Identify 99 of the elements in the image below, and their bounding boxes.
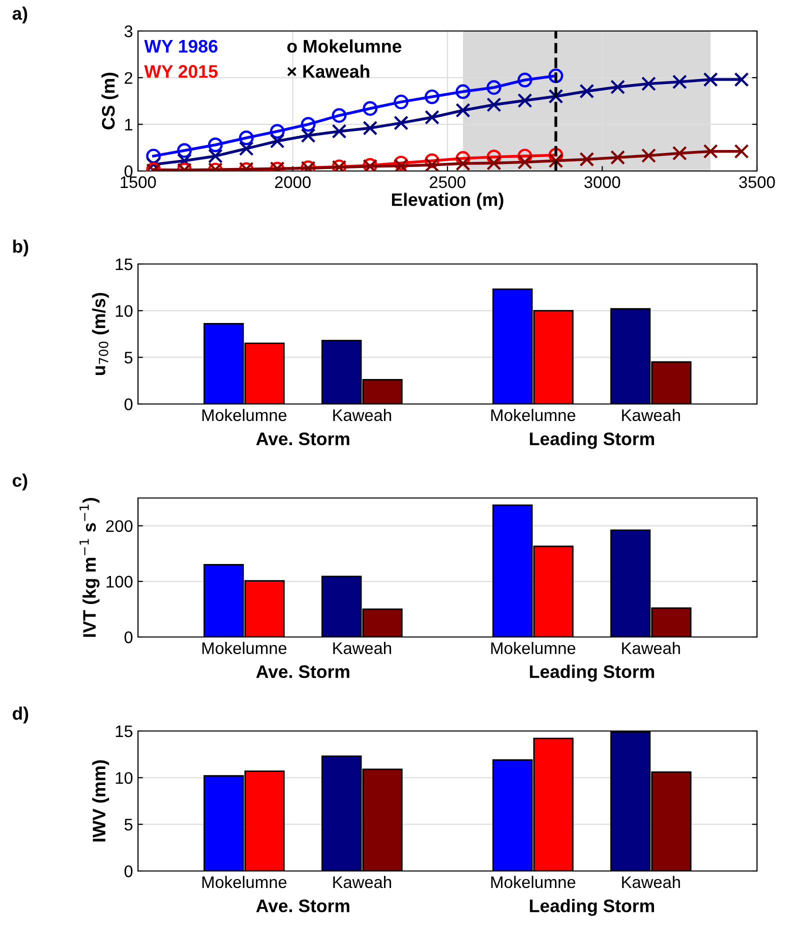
point (270, 134, 285, 148)
annotation: o Mokelumne (287, 39, 402, 53)
y-tick-label: 0 (124, 398, 132, 410)
point (548, 88, 564, 104)
point (394, 158, 408, 171)
x-tick-label: 3000 (584, 176, 620, 188)
point (332, 124, 347, 139)
point (703, 72, 718, 87)
point (518, 93, 532, 108)
x-tick-label: 2000 (275, 176, 311, 188)
x-tick-label: 2500 (430, 176, 466, 188)
point (394, 94, 408, 110)
annotation: WY 2015 (144, 65, 218, 78)
point (641, 76, 656, 92)
point (486, 97, 502, 112)
point (610, 80, 626, 94)
y-tick-label: 1 (125, 118, 132, 130)
point (424, 89, 440, 104)
y-tick-label: 5 (124, 818, 132, 831)
point (734, 144, 749, 159)
x-tick-label: Kaweah (622, 642, 680, 654)
x-tick-label: Kaweah (622, 408, 680, 422)
point (548, 68, 564, 84)
point (424, 110, 440, 125)
annotation: × Kaweah (287, 64, 370, 78)
point (456, 84, 470, 100)
point (177, 153, 192, 168)
point (208, 148, 223, 164)
y-tick-label: 5 (124, 352, 132, 364)
point (548, 153, 564, 168)
text: Leading Storm (530, 432, 654, 449)
y-tick-label: 3 (124, 25, 132, 38)
point (270, 124, 285, 139)
chart-title: c) (12, 474, 28, 490)
y-tick-label: 100 (106, 576, 132, 588)
x-tick-label: Kaweah (333, 408, 392, 422)
point (579, 84, 594, 99)
x-tick-label: Kaweah (333, 642, 392, 654)
chart-title: a) (12, 6, 28, 24)
point (332, 108, 347, 123)
y-tick-label: 15 (116, 726, 132, 738)
point (238, 130, 254, 146)
y-axis-title: u$_{700}$ (m/s) (92, 292, 109, 375)
point (146, 148, 161, 164)
point (641, 148, 656, 163)
y-axis-title: IVT (kg m$^{−1}$ s$^{−1}$) (80, 498, 100, 637)
chart-title: d) (12, 706, 28, 724)
point (456, 156, 470, 171)
point (394, 116, 408, 130)
x-tick-label: 1500 (120, 176, 156, 188)
text: Leading Storm (530, 899, 654, 916)
point (456, 102, 470, 118)
y-tick-label: 0 (124, 631, 132, 644)
point (672, 74, 687, 90)
point (424, 153, 440, 168)
point (300, 128, 316, 143)
point (579, 152, 594, 167)
point (208, 138, 223, 152)
x-tick-label: Mokelumne (491, 408, 576, 422)
x-tick-label: 3500 (739, 176, 775, 188)
x-tick-label: Mokelumne (491, 876, 576, 888)
x-tick-label: Kaweah (622, 876, 680, 888)
x-tick-label: Mokelumne (202, 642, 286, 654)
point (177, 143, 192, 158)
x-tick-label: Kaweah (333, 876, 392, 888)
point (518, 72, 532, 88)
x-tick-label: Mokelumne (202, 876, 286, 888)
point (703, 144, 718, 159)
point (394, 156, 408, 170)
point (486, 156, 502, 170)
y-tick-label: 200 (106, 520, 132, 532)
point (734, 72, 749, 87)
y-tick-label: 0 (124, 165, 132, 178)
point (486, 80, 502, 95)
y-axis-title: IWV (mm) (92, 760, 110, 842)
point (424, 158, 440, 171)
y-tick-label: 10 (116, 305, 132, 317)
x-axis-title: Elevation (m) (392, 192, 504, 210)
y-tick-label: 2 (124, 72, 132, 84)
x-tick-label: Mokelumne (202, 408, 286, 422)
point (300, 116, 316, 132)
text: Leading Storm (530, 664, 654, 682)
point (518, 154, 532, 170)
text: Ave. Storm (256, 432, 350, 446)
text: Ave. Storm (256, 899, 350, 912)
x-tick-label: Mokelumne (491, 642, 576, 654)
chart-title: b) (13, 240, 28, 256)
point (672, 146, 687, 161)
text: Ave. Storm (256, 665, 350, 678)
y-tick-label: 10 (116, 772, 132, 784)
point (610, 150, 626, 165)
point (362, 120, 378, 136)
annotation: WY 1986 (144, 40, 218, 53)
y-tick-label: 0 (124, 865, 132, 878)
point (362, 101, 378, 116)
point (238, 141, 254, 156)
point (146, 157, 161, 171)
y-axis-title: CS (m) (101, 72, 118, 130)
y-tick-label: 15 (116, 258, 132, 270)
